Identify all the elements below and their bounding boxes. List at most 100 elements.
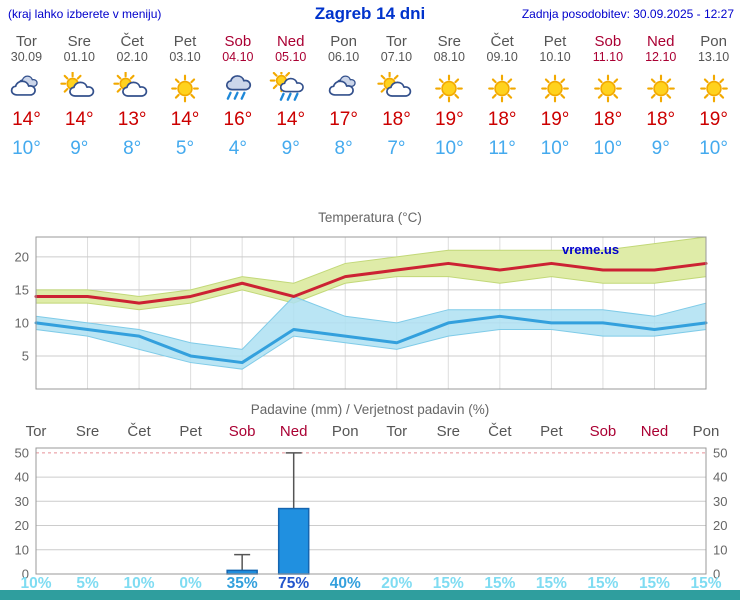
day-column-04.10[interactable]: Sob 04.10 16° 4° [211, 33, 264, 160]
temp-y-tick-label: 20 [15, 249, 29, 264]
precip-day-label: Pet [179, 423, 202, 440]
precip-probability: 20% [381, 575, 412, 592]
day-name: Ned [276, 33, 305, 50]
sunny-icon [634, 69, 687, 107]
precip-bar [277, 507, 310, 575]
day-column-13.10[interactable]: Pon 13.10 19° 10° [687, 33, 740, 160]
day-max-temp: 18° [382, 109, 411, 130]
day-date: 10.10 [539, 50, 571, 64]
day-min-temp: 4° [228, 138, 247, 159]
day-column-01.10[interactable]: Sre 01.10 14° 9° [53, 33, 106, 160]
partly-cloudy-icon [106, 69, 159, 107]
day-column-06.10[interactable]: Pon 06.10 17° 8° [317, 33, 370, 160]
day-min-temp: 9° [70, 138, 89, 159]
sunny-icon [423, 69, 476, 107]
precip-day-label: Pet [540, 423, 563, 440]
precip-y-tick-left: 10 [15, 542, 29, 557]
precip-day-label: Sob [590, 423, 617, 440]
day-date: 09.10 [486, 50, 518, 64]
precip-day-label: Čet [127, 423, 151, 440]
day-column-11.10[interactable]: Sob 11.10 18° 10° [581, 33, 634, 160]
temp-y-tick-label: 10 [15, 315, 29, 330]
day-date: 01.10 [63, 50, 95, 64]
forecast-strip: Tor 30.09 14° 10° Sre 01.10 14° 9° Čet 02.10 13° 8°… [0, 33, 740, 160]
day-date: 13.10 [697, 50, 730, 64]
precip-day-label: Sob [229, 423, 256, 440]
precip-probability: 15% [587, 575, 618, 592]
partly-cloudy-icon [370, 69, 423, 107]
precip-day-label: Ned [280, 423, 308, 440]
day-max-temp: 19° [434, 109, 464, 130]
precip-probability: 15% [639, 575, 670, 592]
precip-y-tick-left: 40 [15, 470, 29, 485]
precip-y-tick-left: 20 [15, 518, 29, 533]
day-column-08.10[interactable]: Sre 08.10 19° 10° [423, 33, 476, 160]
precip-y-tick-left: 30 [15, 494, 29, 509]
precip-probability: 0% [179, 575, 202, 592]
day-name: Pon [330, 33, 357, 50]
sunny-icon [529, 69, 582, 107]
day-date: 11.10 [592, 50, 624, 64]
precip-y-tick-left: 50 [15, 445, 29, 460]
day-column-05.10[interactable]: Ned 05.10 14° 9° [264, 33, 317, 160]
day-column-03.10[interactable]: Pet 03.10 14° 5° [159, 33, 212, 160]
day-date: 06.10 [327, 50, 360, 64]
day-max-temp: 14° [12, 109, 41, 130]
day-name: Pet [173, 33, 197, 50]
day-min-temp: 10° [12, 138, 41, 159]
day-column-10.10[interactable]: Pet 10.10 19° 10° [529, 33, 582, 160]
day-name: Pon [700, 33, 727, 50]
precip-probability: 15% [433, 575, 464, 592]
day-name: Čet [490, 33, 514, 50]
day-column-12.10[interactable]: Ned 12.10 18° 9° [634, 33, 687, 160]
day-date: 03.10 [169, 50, 201, 64]
menu-hint[interactable]: (kraj lahko izberete v meniju) [8, 7, 162, 21]
day-max-temp: 19° [699, 109, 728, 130]
precip-probability: 15% [484, 575, 515, 592]
precip-probability: 15% [536, 575, 567, 592]
min-temperature-line [34, 314, 708, 365]
sunny-icon [687, 69, 740, 107]
watermark-link[interactable]: vreme.us [562, 242, 619, 257]
day-column-09.10[interactable]: Čet 09.10 18° 11° [476, 33, 529, 160]
precip-day-label: Ned [641, 423, 669, 440]
precip-y-tick-right: 20 [713, 518, 727, 533]
temp-y-tick-label: 5 [22, 348, 29, 363]
temperature-chart-title: Temperatura (°C) [318, 210, 422, 225]
precip-y-tick-left: 0 [22, 567, 29, 582]
day-column-30.09[interactable]: Tor 30.09 14° 10° [0, 33, 53, 160]
day-name: Tor [386, 33, 407, 50]
precip-day-label: Tor [386, 423, 407, 440]
precip-day-label: Sre [76, 423, 99, 440]
precipitation-chart-title: Padavine (mm) / Verjetnost padavin (%) [250, 402, 490, 417]
day-date: 02.10 [116, 50, 148, 64]
precip-day-label: Tor [26, 423, 47, 440]
precip-probability: 5% [76, 575, 99, 592]
rain-icon [211, 69, 264, 107]
precip-y-tick-right: 50 [713, 445, 727, 460]
day-date: 07.10 [380, 50, 413, 64]
precip-day-label: Čet [488, 423, 512, 440]
last-update: Zadnja posodobitev: 30.09.2025 - 12:27 [521, 7, 734, 21]
day-date: 12.10 [645, 50, 677, 64]
day-min-temp: 5° [175, 138, 195, 159]
day-column-07.10[interactable]: Tor 07.10 18° 7° [370, 33, 423, 160]
day-max-temp: 17° [329, 109, 358, 130]
precip-probability: 10% [20, 575, 51, 592]
day-column-02.10[interactable]: Čet 02.10 13° 8° [106, 33, 159, 160]
day-min-temp: 7° [387, 138, 406, 159]
precip-bar [226, 569, 258, 575]
day-max-temp: 19° [540, 109, 570, 130]
footer-bar [0, 590, 740, 600]
sunny-icon [159, 69, 212, 107]
partly-cloudy-icon [53, 69, 106, 107]
sunny-icon [476, 69, 529, 107]
sunny-icon [581, 69, 634, 107]
day-min-temp: 10° [593, 138, 623, 159]
day-max-temp: 18° [593, 109, 623, 130]
temperature-chart: 5 10 15 20 vreme.us [15, 236, 708, 390]
day-min-temp: 10° [699, 138, 728, 159]
temp-plot-border [35, 236, 707, 390]
page-title: Zagreb 14 dni [314, 4, 426, 23]
precip-day-label: Pon [693, 423, 720, 440]
